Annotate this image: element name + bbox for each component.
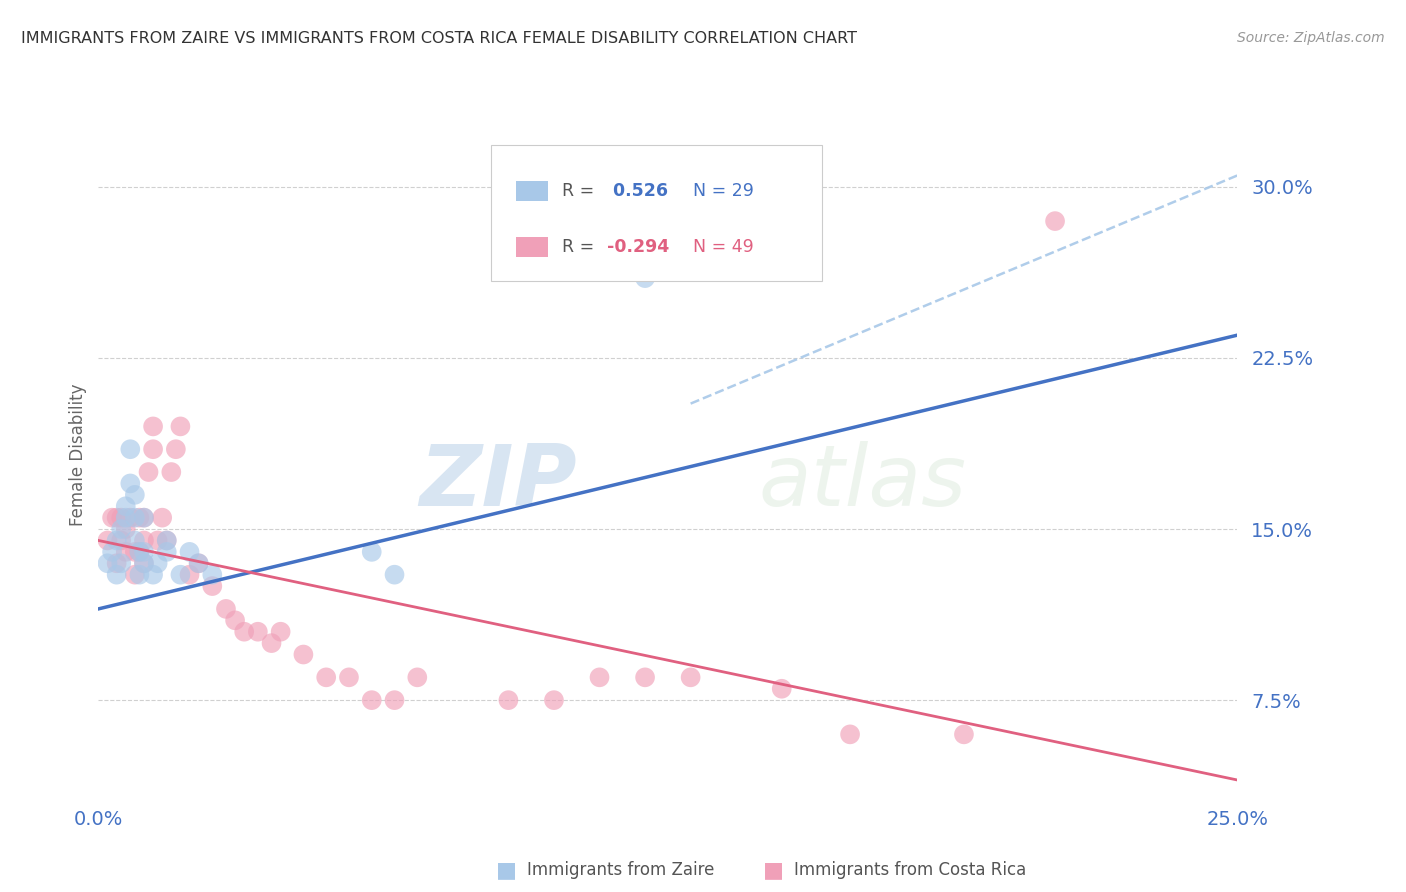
- Point: [110, 510, 132, 524]
- Point: [114, 500, 136, 514]
- Point: [634, 670, 657, 684]
- Text: N = 49: N = 49: [693, 238, 754, 256]
- Point: [110, 533, 132, 548]
- Point: [953, 727, 976, 741]
- Text: Immigrants from Zaire: Immigrants from Zaire: [527, 861, 714, 879]
- Point: [679, 670, 702, 684]
- Point: [110, 556, 132, 570]
- Point: [156, 545, 179, 559]
- Point: [132, 510, 155, 524]
- Point: [124, 545, 146, 559]
- Point: [187, 556, 209, 570]
- Point: [1043, 214, 1066, 228]
- Point: [384, 693, 406, 707]
- Point: [498, 693, 520, 707]
- Text: ■: ■: [763, 860, 783, 880]
- Point: [138, 465, 160, 479]
- Point: [132, 545, 155, 559]
- Text: -0.294: -0.294: [607, 238, 669, 256]
- Point: [224, 613, 246, 627]
- Point: [384, 567, 406, 582]
- Point: [179, 545, 201, 559]
- Point: [101, 510, 124, 524]
- Point: [120, 442, 142, 457]
- FancyBboxPatch shape: [516, 181, 548, 201]
- Point: [588, 670, 610, 684]
- Point: [233, 624, 256, 639]
- Point: [315, 670, 337, 684]
- Point: [150, 510, 173, 524]
- Point: [142, 419, 165, 434]
- Text: atlas: atlas: [759, 442, 967, 524]
- Text: 0.526: 0.526: [607, 182, 668, 200]
- Point: [142, 442, 165, 457]
- Point: [124, 510, 146, 524]
- Point: [770, 681, 793, 696]
- Point: [187, 556, 209, 570]
- Point: [110, 522, 132, 536]
- Point: [128, 510, 150, 524]
- Point: [160, 465, 183, 479]
- Text: IMMIGRANTS FROM ZAIRE VS IMMIGRANTS FROM COSTA RICA FEMALE DISABILITY CORRELATIO: IMMIGRANTS FROM ZAIRE VS IMMIGRANTS FROM…: [21, 31, 858, 46]
- Point: [215, 602, 238, 616]
- Point: [124, 488, 146, 502]
- Y-axis label: Female Disability: Female Disability: [69, 384, 87, 526]
- Point: [201, 579, 224, 593]
- Point: [165, 442, 187, 457]
- Point: [634, 271, 657, 285]
- Point: [105, 533, 128, 548]
- Text: Source: ZipAtlas.com: Source: ZipAtlas.com: [1237, 31, 1385, 45]
- Point: [270, 624, 292, 639]
- Point: [132, 510, 155, 524]
- Text: ZIP: ZIP: [419, 442, 576, 524]
- Text: Immigrants from Costa Rica: Immigrants from Costa Rica: [794, 861, 1026, 879]
- Point: [128, 567, 150, 582]
- Point: [120, 510, 142, 524]
- Point: [142, 567, 165, 582]
- Point: [105, 556, 128, 570]
- Point: [260, 636, 283, 650]
- Point: [105, 567, 128, 582]
- Point: [114, 522, 136, 536]
- Point: [114, 510, 136, 524]
- Point: [124, 567, 146, 582]
- Point: [101, 545, 124, 559]
- Point: [124, 533, 146, 548]
- Point: [132, 556, 155, 570]
- Point: [105, 510, 128, 524]
- Point: [543, 693, 565, 707]
- Text: ■: ■: [496, 860, 516, 880]
- Point: [179, 567, 201, 582]
- Point: [246, 624, 269, 639]
- Point: [292, 648, 315, 662]
- Text: R =: R =: [562, 238, 600, 256]
- Text: R =: R =: [562, 182, 600, 200]
- FancyBboxPatch shape: [516, 237, 548, 257]
- Point: [169, 567, 191, 582]
- Point: [360, 545, 382, 559]
- Point: [146, 556, 169, 570]
- Point: [120, 476, 142, 491]
- Point: [337, 670, 360, 684]
- Point: [156, 533, 179, 548]
- Point: [132, 533, 155, 548]
- Point: [146, 533, 169, 548]
- Point: [360, 693, 382, 707]
- Point: [128, 545, 150, 559]
- Text: N = 29: N = 29: [693, 182, 754, 200]
- Point: [201, 567, 224, 582]
- Point: [132, 556, 155, 570]
- Point: [169, 419, 191, 434]
- Point: [96, 556, 118, 570]
- FancyBboxPatch shape: [491, 145, 821, 281]
- Point: [114, 545, 136, 559]
- Point: [96, 533, 118, 548]
- Point: [406, 670, 429, 684]
- Point: [128, 545, 150, 559]
- Point: [839, 727, 862, 741]
- Point: [156, 533, 179, 548]
